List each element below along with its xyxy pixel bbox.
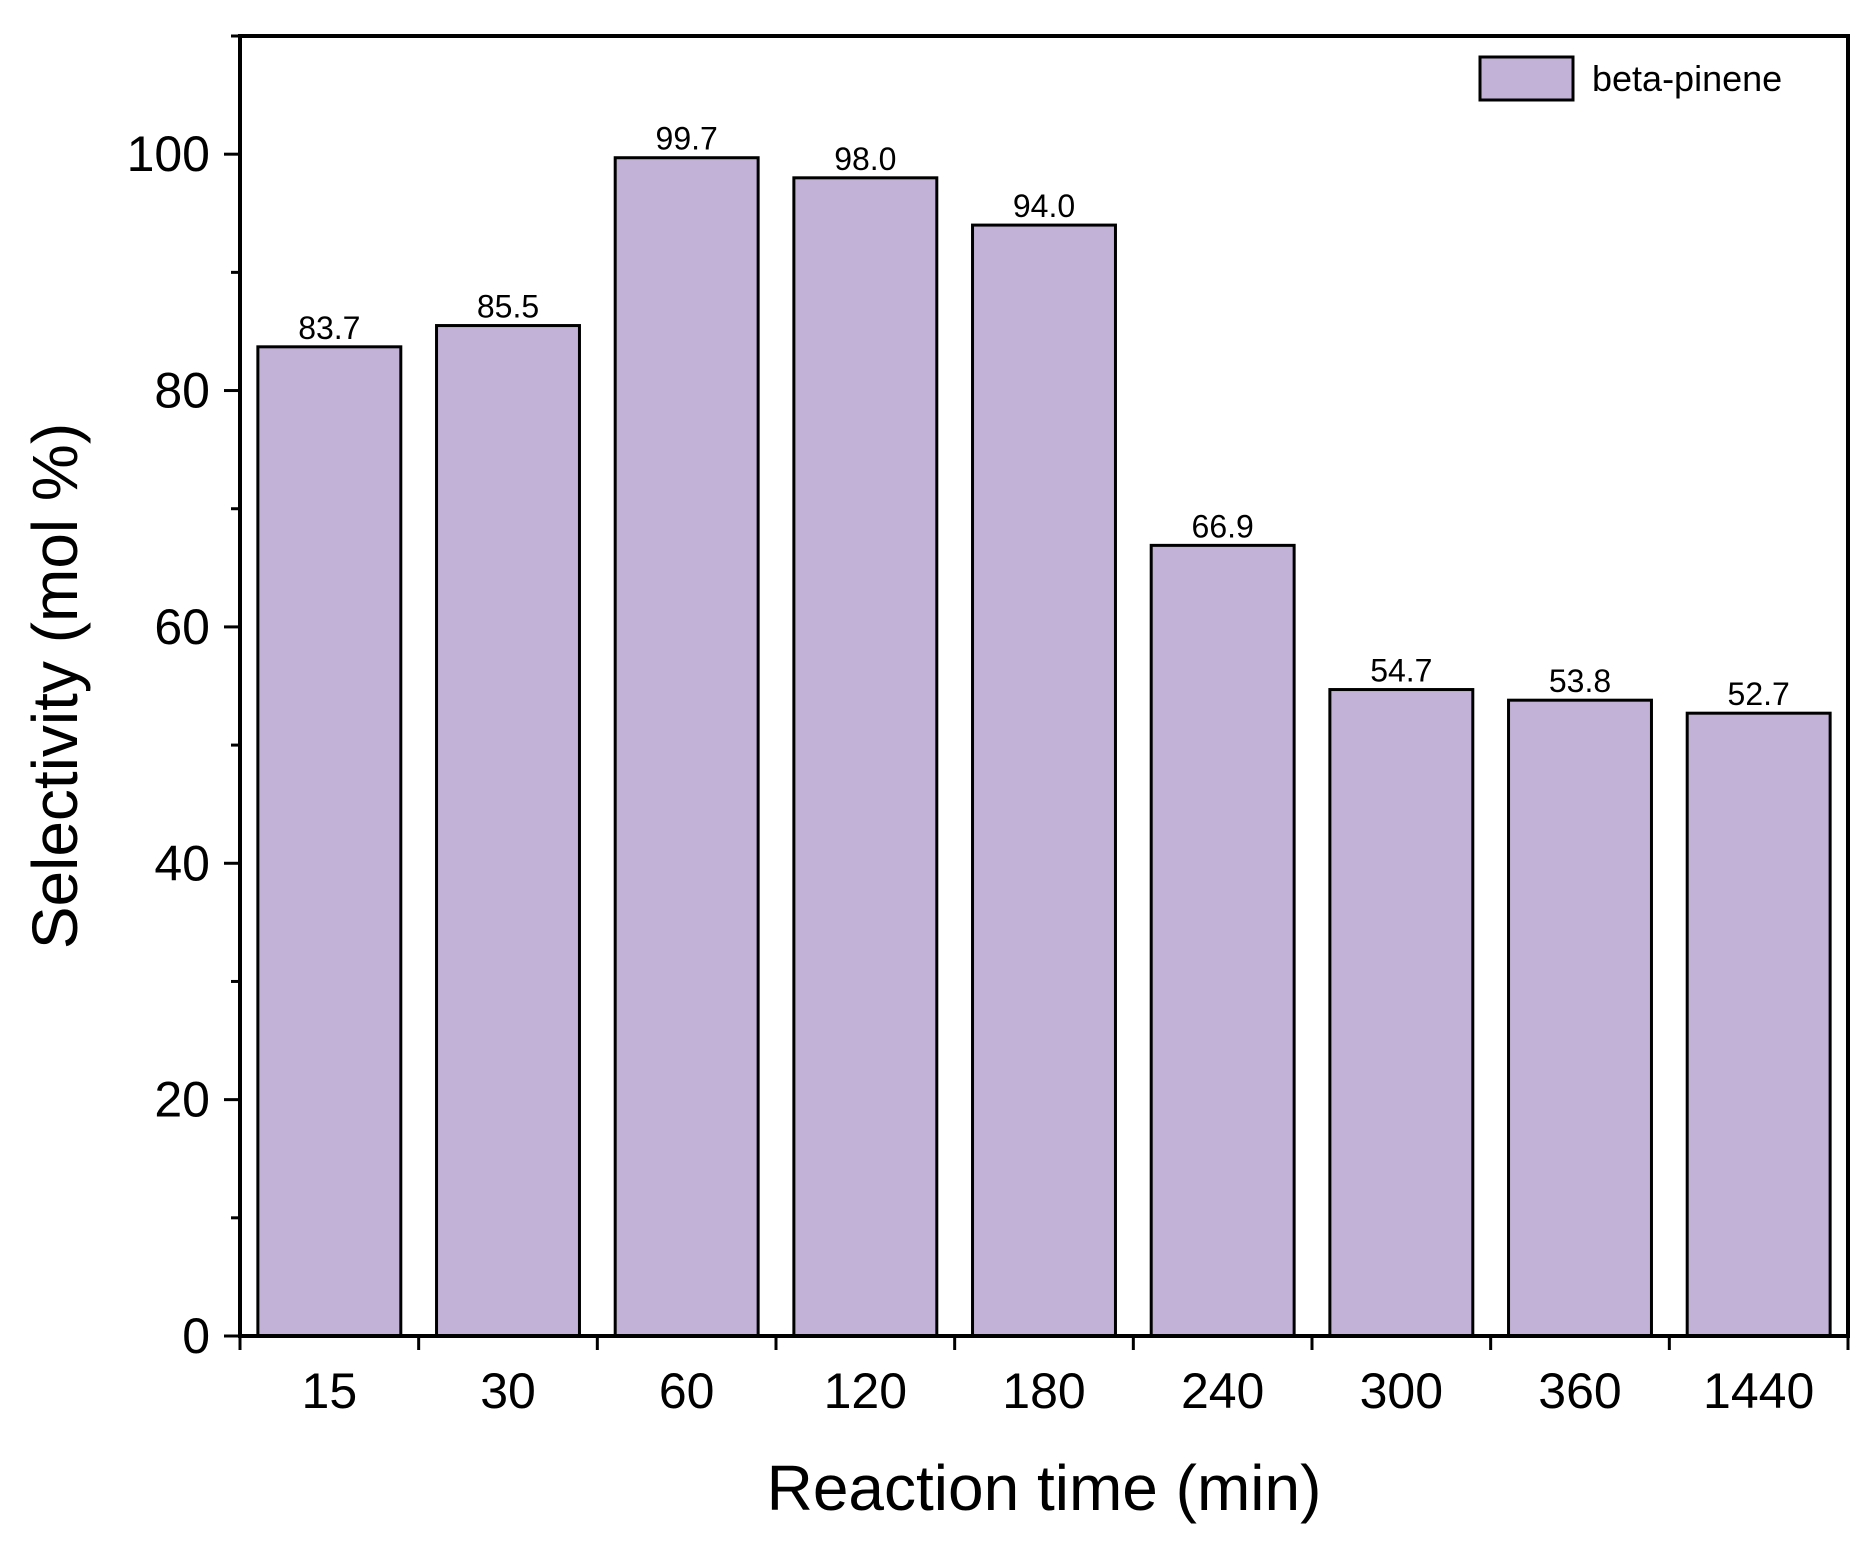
bar-360 [1507, 698, 1653, 1338]
y-axis-title: Selectivity (mol %) [19, 423, 91, 949]
bar-180 [971, 223, 1117, 1338]
x-tick-label-120: 120 [824, 1363, 907, 1419]
value-label-60: 99.7 [656, 121, 718, 157]
legend-label: beta-pinene [1592, 58, 1782, 99]
legend: beta-pinene [1478, 55, 1782, 102]
bar-120 [792, 176, 939, 1338]
bar-240 [1149, 543, 1296, 1338]
value-label-360: 53.8 [1549, 663, 1611, 699]
y-tick-label-100: 100 [127, 126, 210, 182]
value-label-240: 66.9 [1192, 508, 1254, 544]
y-axis: 0 20 40 60 80 100 [127, 34, 240, 1364]
y-tick-label-60: 60 [154, 599, 210, 655]
y-tick-label-20: 20 [154, 1072, 210, 1128]
bars-layer [256, 156, 1832, 1338]
value-label-30: 85.5 [477, 289, 539, 325]
x-tick-label-1440: 1440 [1703, 1363, 1814, 1419]
y-tick-label-0: 0 [182, 1308, 210, 1364]
plot-frame [238, 34, 1850, 1338]
x-axis-title: Reaction time (min) [767, 1452, 1322, 1524]
value-label-1440: 52.7 [1728, 676, 1790, 712]
x-tick-label-240: 240 [1181, 1363, 1264, 1419]
bar-1440 [1685, 711, 1832, 1338]
y-tick-label-40: 40 [154, 835, 210, 891]
x-tick-label-60: 60 [659, 1363, 715, 1419]
y-tick-label-80: 80 [154, 363, 210, 419]
x-axis: 15 30 60 120 180 240 300 360 1440 [238, 1336, 1850, 1419]
x-tick-label-30: 30 [480, 1363, 536, 1419]
value-label-180: 94.0 [1013, 188, 1075, 224]
bar-30 [435, 324, 581, 1338]
x-tick-label-180: 180 [1002, 1363, 1085, 1419]
x-tick-label-15: 15 [302, 1363, 358, 1419]
value-labels-layer: 83.7 85.5 99.7 98.0 94.0 66.9 54.7 53.8 52.7 [298, 121, 1790, 712]
bar-300 [1328, 688, 1475, 1338]
x-tick-label-300: 300 [1360, 1363, 1443, 1419]
value-label-300: 54.7 [1370, 653, 1432, 689]
bar-60 [613, 156, 760, 1338]
bar-15 [256, 345, 403, 1338]
value-label-15: 83.7 [298, 310, 360, 346]
legend-swatch [1478, 55, 1575, 102]
value-label-120: 98.0 [834, 141, 896, 177]
x-tick-label-360: 360 [1538, 1363, 1621, 1419]
